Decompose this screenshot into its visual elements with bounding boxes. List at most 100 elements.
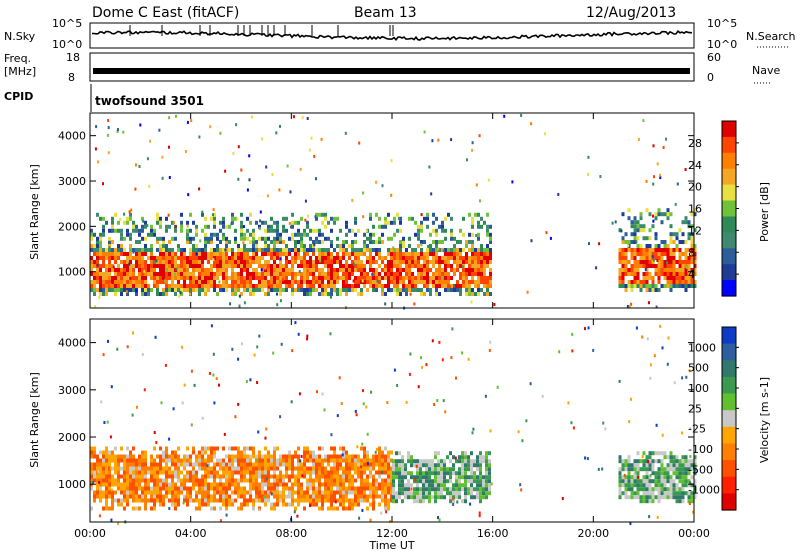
data-cell bbox=[294, 498, 297, 503]
data-cell bbox=[479, 495, 482, 500]
data-cell bbox=[435, 244, 438, 248]
data-cell bbox=[204, 224, 207, 229]
data-cell bbox=[219, 490, 222, 495]
data-cell bbox=[339, 244, 342, 248]
data-cell bbox=[312, 268, 315, 272]
data-cell bbox=[378, 454, 381, 459]
data-cell bbox=[449, 499, 452, 504]
data-cell bbox=[410, 495, 413, 500]
data-cell bbox=[675, 280, 679, 284]
data-cell bbox=[333, 272, 336, 276]
data-cell bbox=[417, 280, 420, 284]
scatter-cell bbox=[651, 255, 654, 259]
data-cell bbox=[120, 276, 123, 280]
data-cell bbox=[216, 490, 219, 495]
data-cell bbox=[456, 280, 459, 284]
data-cell bbox=[393, 288, 396, 292]
data-cell bbox=[651, 248, 655, 252]
data-cell bbox=[186, 478, 189, 483]
data-cell bbox=[458, 475, 461, 480]
data-cell bbox=[480, 256, 483, 260]
data-cell bbox=[437, 463, 440, 468]
scatter-cell bbox=[649, 376, 652, 380]
colorbar-tick-label: -1000 bbox=[688, 484, 720, 497]
data-cell bbox=[285, 474, 288, 479]
data-cell bbox=[318, 466, 321, 471]
data-cell bbox=[443, 479, 446, 484]
data-cell bbox=[479, 487, 482, 492]
data-cell bbox=[270, 506, 273, 511]
data-cell bbox=[639, 459, 643, 464]
data-cell bbox=[438, 264, 441, 268]
data-cell bbox=[129, 260, 132, 264]
data-cell bbox=[330, 506, 333, 511]
data-cell bbox=[147, 264, 150, 268]
data-cell bbox=[476, 459, 479, 464]
scatter-cell bbox=[224, 248, 227, 252]
data-cell bbox=[387, 486, 390, 491]
data-cell bbox=[207, 498, 210, 503]
data-cell bbox=[678, 276, 682, 280]
data-cell bbox=[111, 498, 114, 503]
data-cell bbox=[147, 248, 150, 252]
data-cell bbox=[465, 272, 468, 276]
data-cell bbox=[252, 260, 255, 264]
data-cell bbox=[315, 268, 318, 272]
data-cell bbox=[345, 260, 348, 264]
data-cell bbox=[426, 268, 429, 272]
data-cell bbox=[156, 462, 159, 467]
data-cell bbox=[687, 272, 691, 276]
data-cell bbox=[693, 459, 697, 464]
data-cell bbox=[456, 240, 459, 244]
y-tick-label: 3000 bbox=[58, 175, 86, 188]
data-cell bbox=[279, 232, 282, 237]
scatter-cell bbox=[628, 420, 631, 424]
data-cell bbox=[642, 479, 646, 484]
data-cell bbox=[264, 470, 267, 475]
data-cell bbox=[678, 272, 682, 276]
data-cell bbox=[150, 462, 153, 467]
data-cell bbox=[303, 288, 306, 292]
data-cell bbox=[120, 498, 123, 503]
data-cell bbox=[471, 292, 474, 296]
data-cell bbox=[482, 479, 485, 484]
data-cell bbox=[312, 498, 315, 503]
data-cell bbox=[333, 280, 336, 284]
data-cell bbox=[633, 240, 637, 244]
data-cell bbox=[249, 494, 252, 499]
data-cell bbox=[411, 252, 414, 256]
data-cell bbox=[489, 240, 492, 244]
data-cell bbox=[489, 284, 492, 288]
data-cell bbox=[312, 490, 315, 495]
data-cell bbox=[141, 498, 144, 503]
data-cell bbox=[678, 260, 682, 264]
data-cell bbox=[422, 459, 425, 464]
data-cell bbox=[243, 248, 246, 252]
data-cell bbox=[186, 236, 189, 241]
data-cell bbox=[441, 248, 444, 252]
data-cell bbox=[150, 232, 153, 237]
data-cell bbox=[108, 478, 111, 483]
scatter-cell bbox=[181, 401, 184, 405]
data-cell bbox=[183, 454, 186, 459]
data-cell bbox=[354, 252, 357, 256]
data-cell bbox=[408, 252, 411, 256]
data-cell bbox=[201, 502, 204, 507]
data-cell bbox=[693, 244, 697, 248]
data-cell bbox=[618, 483, 622, 488]
data-cell bbox=[255, 462, 258, 467]
data-cell bbox=[198, 268, 201, 272]
data-cell bbox=[144, 454, 147, 459]
data-cell bbox=[434, 491, 437, 496]
data-cell bbox=[270, 454, 273, 459]
data-cell bbox=[678, 264, 682, 268]
data-cell bbox=[461, 459, 464, 464]
data-cell bbox=[123, 272, 126, 276]
data-cell bbox=[162, 486, 165, 491]
data-cell bbox=[312, 482, 315, 487]
data-cell bbox=[168, 264, 171, 268]
data-cell bbox=[210, 272, 213, 276]
data-cell bbox=[387, 260, 390, 264]
data-cell bbox=[459, 228, 462, 233]
data-cell bbox=[327, 220, 330, 225]
